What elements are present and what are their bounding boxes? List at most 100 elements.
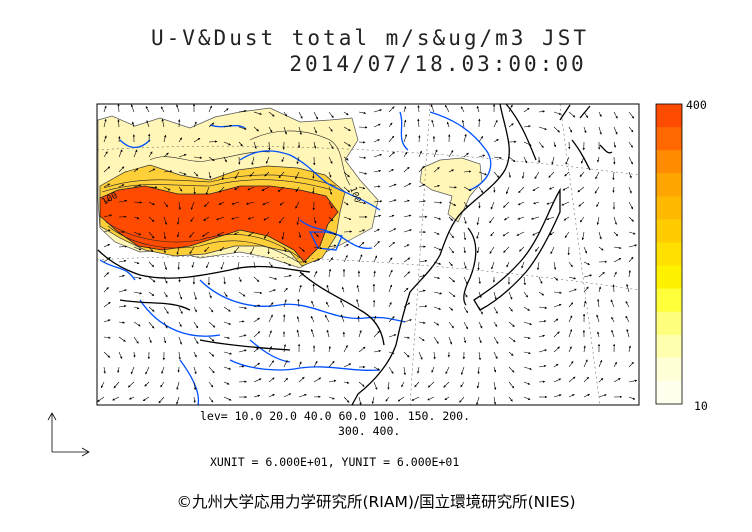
colorbar-swatch xyxy=(656,357,682,382)
wind-arrow xyxy=(238,276,242,283)
wind-arrow xyxy=(118,305,127,308)
colorbar-swatch xyxy=(656,242,682,267)
wind-arrow xyxy=(433,184,440,188)
wind-arrow xyxy=(460,381,465,388)
wind-arrow xyxy=(268,377,275,383)
wind-arrow xyxy=(553,363,559,368)
wind-arrow xyxy=(206,261,210,269)
wind-arrow xyxy=(596,201,600,208)
wind-arrow xyxy=(433,246,442,251)
wind-arrow xyxy=(128,396,135,400)
wind-arrow xyxy=(551,156,555,165)
wind-arrow xyxy=(133,291,142,295)
wind-arrow xyxy=(277,186,285,192)
wind-arrow xyxy=(133,184,142,188)
wind-arrow xyxy=(628,244,638,248)
wind-arrow xyxy=(373,169,382,173)
wind-arrow xyxy=(613,231,619,237)
wind-arrow xyxy=(268,346,272,353)
wind-arrow xyxy=(208,351,215,357)
wind-arrow xyxy=(563,216,570,221)
wind-arrow xyxy=(427,396,435,401)
wind-arrow xyxy=(358,171,368,175)
colorbar-swatch xyxy=(656,380,682,405)
wind-arrow xyxy=(493,306,498,314)
wind-arrow xyxy=(238,365,245,368)
wind-arrow xyxy=(388,183,397,188)
wind-arrow xyxy=(133,201,143,204)
wind-arrow xyxy=(163,291,168,298)
dust-high-region xyxy=(99,185,339,263)
wind-arrow xyxy=(298,246,305,252)
wind-arrow xyxy=(253,276,260,282)
wind-arrow xyxy=(103,105,107,113)
wind-arrow xyxy=(103,166,111,173)
wind-arrow xyxy=(311,300,315,308)
colorbar-max-label: 400 xyxy=(686,98,707,112)
wind-arrow xyxy=(313,141,317,149)
wind-arrow xyxy=(176,231,180,238)
wind-arrow xyxy=(208,336,215,342)
wind-arrow xyxy=(340,299,345,308)
wind-arrow xyxy=(343,344,348,353)
wind-arrow xyxy=(532,186,540,192)
wind-arrow xyxy=(356,299,360,308)
wind-arrow xyxy=(343,126,351,132)
wind-arrow xyxy=(310,315,315,323)
wind-arrow xyxy=(193,156,203,159)
wind-arrow xyxy=(508,156,516,163)
wind-arrow xyxy=(118,245,128,248)
wind-arrow xyxy=(103,199,111,203)
wind-arrow xyxy=(341,286,345,293)
wind-arrow xyxy=(538,291,545,296)
wind-arrow xyxy=(193,306,197,313)
wind-arrow xyxy=(538,349,547,353)
wind-arrow xyxy=(388,316,395,323)
wind-arrow xyxy=(178,336,182,345)
wind-arrow xyxy=(489,246,495,254)
wind-arrow xyxy=(388,151,395,158)
wind-arrow xyxy=(100,381,105,389)
wind-arrow xyxy=(508,123,514,128)
wind-arrow xyxy=(283,261,292,266)
wind-arrow xyxy=(148,291,155,296)
wind-arrow xyxy=(178,137,183,143)
wind-arrow xyxy=(176,246,180,255)
dust-low-region-east xyxy=(419,157,483,223)
wind-arrow xyxy=(463,336,467,344)
wind-arrow xyxy=(583,286,589,293)
wind-arrow xyxy=(193,321,199,329)
wind-arrow xyxy=(176,396,180,405)
wind-arrow xyxy=(148,216,155,222)
wind-arrow xyxy=(118,259,127,263)
wind-arrow xyxy=(218,201,225,205)
wind-arrow xyxy=(553,394,562,398)
wind-arrow xyxy=(283,344,287,353)
wind-arrow xyxy=(628,201,634,210)
wind-arrow xyxy=(298,111,303,119)
wind-arrow xyxy=(493,366,497,373)
wind-arrow xyxy=(283,287,288,293)
wind-arrow xyxy=(490,201,495,210)
copyright-credit: ©九州大学応用力学研究所(RIAM)/国立環境研究所(NIES) xyxy=(176,493,576,511)
wind-arrow xyxy=(358,396,362,405)
wind-arrow xyxy=(490,231,495,237)
wind-arrow xyxy=(208,140,218,143)
wind-arrow xyxy=(448,231,454,239)
wind-arrow xyxy=(448,201,457,206)
wind-arrow xyxy=(388,366,394,374)
wind-arrow xyxy=(568,276,577,280)
wind-arrow xyxy=(433,276,440,280)
colorbar-min-label: 10 xyxy=(694,399,708,413)
wind-arrow xyxy=(403,287,409,293)
wind-arrow xyxy=(231,216,240,220)
wind-arrow xyxy=(373,330,380,338)
wind-arrow xyxy=(612,171,615,181)
wind-arrow xyxy=(103,287,109,293)
wind-arrow xyxy=(418,135,421,143)
wind-arrow xyxy=(598,394,607,398)
wind-arrow xyxy=(444,396,450,401)
wind-arrow xyxy=(163,321,168,329)
wind-arrow xyxy=(403,336,410,339)
wind-arrow xyxy=(310,329,315,338)
